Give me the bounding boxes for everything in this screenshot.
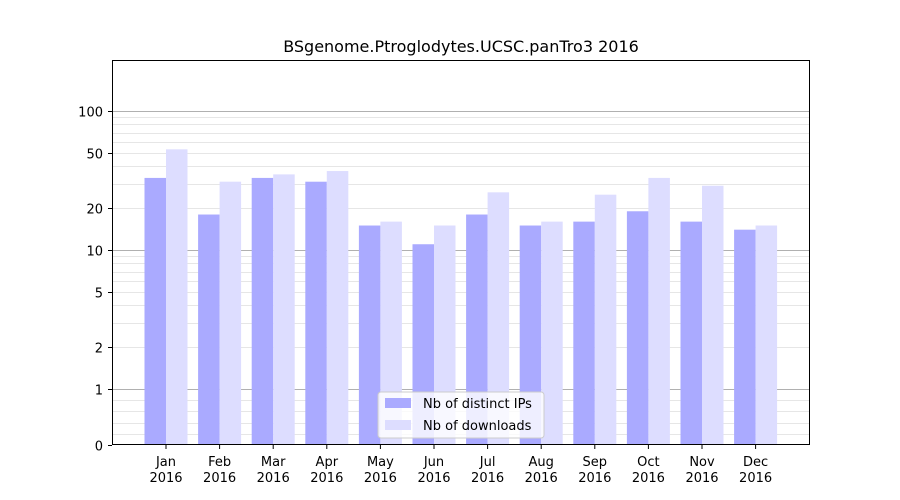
x-tick-label-month: Mar — [261, 455, 286, 470]
bar-distinct-ips — [519, 225, 542, 445]
y-axis: 0 1 2 5 10 20 50 100 — [78, 106, 112, 455]
x-tick-label-month: Jul — [479, 455, 496, 470]
x-tick-label-year: 2016 — [471, 471, 504, 486]
bar-downloads — [326, 171, 349, 445]
chart-title: BSgenome.Ptroglodytes.UCSC.panTro3 2016 — [283, 37, 639, 56]
x-tick-label-year: 2016 — [203, 471, 236, 486]
bar-distinct-ips — [198, 214, 220, 445]
y-tick-label: 100 — [78, 106, 103, 121]
y-tick-label: 5 — [95, 287, 103, 302]
bar-downloads — [380, 221, 402, 445]
x-tick-label-month: Nov — [689, 455, 715, 470]
x-tick-label-month: Feb — [208, 455, 231, 470]
x-tick-label-year: 2016 — [685, 471, 718, 486]
x-tick-label-year: 2016 — [364, 471, 397, 486]
y-tick-label: 1 — [95, 384, 103, 399]
x-tick-label-year: 2016 — [578, 471, 611, 486]
bar-distinct-ips — [144, 177, 166, 445]
bar-distinct-ips — [573, 221, 595, 445]
x-tick-label-month: Jun — [423, 455, 444, 470]
bar-downloads — [166, 149, 188, 445]
bar-distinct-ips — [305, 181, 327, 445]
x-tick-label-month: Oct — [637, 455, 659, 470]
x-tick-label-month: May — [367, 455, 394, 470]
legend-swatch-ips — [385, 398, 411, 408]
bar-distinct-ips — [358, 225, 381, 445]
bar-downloads — [702, 185, 724, 445]
x-tick-label-year: 2016 — [525, 471, 558, 486]
y-tick-label: 2 — [95, 342, 103, 357]
legend: Nb of distinct IPs Nb of downloads — [377, 391, 545, 439]
x-tick-label-month: Dec — [743, 455, 768, 470]
legend-label-downloads: Nb of downloads — [423, 419, 532, 434]
x-axis: Jan2016Feb2016Mar2016Apr2016May2016Jun20… — [149, 445, 772, 486]
x-tick-label-year: 2016 — [632, 471, 665, 486]
x-tick-label-year: 2016 — [739, 471, 772, 486]
bar-downloads — [487, 192, 510, 445]
x-tick-label-year: 2016 — [417, 471, 450, 486]
bar-downloads — [648, 177, 670, 445]
x-tick-label-year: 2016 — [149, 471, 182, 486]
bar-distinct-ips — [680, 221, 702, 445]
bar-distinct-ips — [734, 229, 756, 445]
bar-downloads — [219, 181, 242, 445]
bar-distinct-ips — [626, 211, 649, 445]
legend-swatch-downloads — [385, 420, 411, 430]
bar-downloads — [541, 221, 563, 445]
y-tick-label: 50 — [86, 148, 103, 163]
bar-downloads — [273, 174, 295, 445]
y-tick-label: 20 — [86, 203, 103, 218]
y-tick-label: 10 — [86, 245, 103, 260]
x-tick-label-month: Apr — [316, 455, 339, 470]
legend-label-ips: Nb of distinct IPs — [423, 397, 532, 412]
bars — [144, 149, 778, 445]
bar-downloads — [755, 225, 778, 445]
bar-downloads — [434, 225, 456, 445]
x-tick-label-year: 2016 — [257, 471, 290, 486]
x-tick-label-month: Sep — [583, 455, 608, 470]
bar-distinct-ips — [251, 177, 274, 445]
bar-distinct-ips — [466, 214, 488, 445]
x-tick-label-year: 2016 — [310, 471, 343, 486]
x-tick-label-month: Jan — [155, 455, 176, 470]
y-tick-label: 0 — [95, 440, 103, 455]
bar-downloads — [594, 194, 617, 445]
legend-box — [377, 391, 545, 439]
x-tick-label-month: Aug — [529, 455, 554, 470]
plot-frame — [112, 60, 810, 445]
